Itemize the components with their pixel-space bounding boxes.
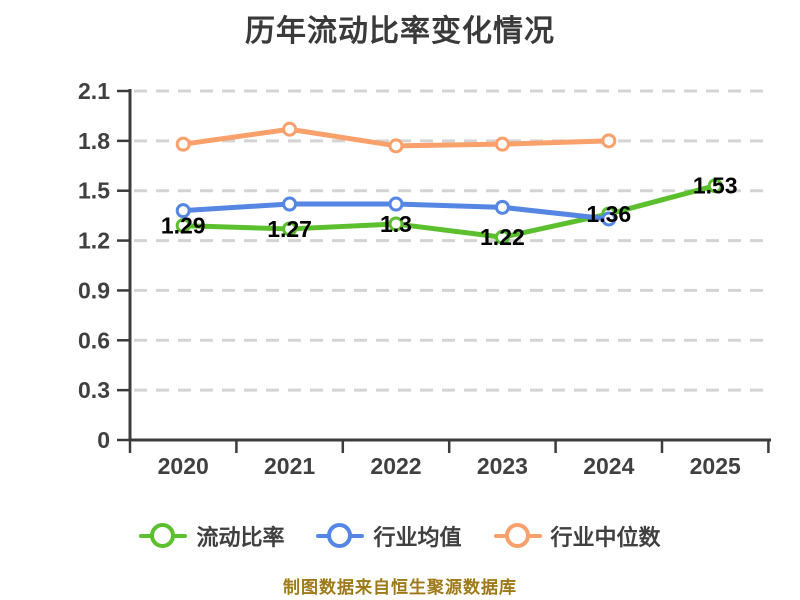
y-tick-label: 1.8 xyxy=(78,128,110,154)
legend-label-current-ratio: 流动比率 xyxy=(196,525,285,550)
x-tick-label: 2022 xyxy=(370,453,421,479)
y-tick-label: 0 xyxy=(97,427,110,453)
y-tick-label: 0.9 xyxy=(78,277,110,303)
data-label-current-ratio: 1.53 xyxy=(693,173,738,199)
data-point-industry-median xyxy=(282,121,298,137)
data-point-industry-mean xyxy=(175,203,191,219)
data-point-industry-median xyxy=(494,136,510,152)
data-label-current-ratio: 1.36 xyxy=(586,201,631,227)
data-point-current-ratio xyxy=(388,216,404,232)
legend-item-industry-median[interactable]: 行业中位数 xyxy=(493,520,661,552)
legend-marker-industry-mean xyxy=(316,523,365,549)
data-point-industry-mean xyxy=(494,199,510,215)
legend-dot-icon xyxy=(150,523,176,548)
legend-item-current-ratio[interactable]: 流动比率 xyxy=(139,520,284,552)
data-source-note: 制图数据来自恒生聚源数据库 xyxy=(283,578,517,597)
x-tick-label: 2020 xyxy=(158,453,209,479)
data-point-current-ratio xyxy=(175,218,191,234)
legend-marker-current-ratio xyxy=(139,523,188,549)
data-point-industry-median xyxy=(388,138,404,154)
data-label-current-ratio: 1.29 xyxy=(161,213,206,239)
data-point-current-ratio xyxy=(494,229,510,245)
legend-item-industry-mean[interactable]: 行业均值 xyxy=(316,520,462,552)
y-tick-label: 1.2 xyxy=(78,228,110,254)
data-label-current-ratio: 1.3 xyxy=(380,211,412,237)
legend-dot-icon xyxy=(504,523,530,548)
x-tick-label: 2024 xyxy=(583,453,634,479)
data-point-industry-mean xyxy=(601,211,617,227)
data-label-current-ratio: 1.27 xyxy=(267,216,312,242)
chart-title: 历年流动比率变化情况 xyxy=(245,15,555,48)
x-tick-label: 2025 xyxy=(690,453,741,479)
y-tick-label: 0.6 xyxy=(78,327,110,353)
chart-legend: 流动比率 行业均值 行业中位数 xyxy=(0,520,800,552)
data-point-current-ratio xyxy=(707,178,723,194)
data-point-industry-median xyxy=(601,133,617,149)
legend-label-industry-mean: 行业均值 xyxy=(373,525,462,550)
legend-dot-icon xyxy=(327,523,353,548)
data-point-current-ratio xyxy=(282,221,298,237)
series-line-current-ratio xyxy=(180,183,718,240)
data-point-industry-median xyxy=(175,136,191,152)
legend-marker-industry-median xyxy=(493,523,542,549)
x-tick-label: 2021 xyxy=(264,453,315,479)
data-label-current-ratio: 1.22 xyxy=(480,224,525,250)
data-point-industry-mean xyxy=(388,196,404,212)
y-tick-label: 2.1 xyxy=(78,78,110,104)
y-tick-label: 1.5 xyxy=(78,178,110,204)
x-tick-label: 2023 xyxy=(477,453,528,479)
data-point-industry-mean xyxy=(282,196,298,212)
y-tick-label: 0.3 xyxy=(78,377,110,403)
legend-label-industry-median: 行业中位数 xyxy=(550,525,661,550)
